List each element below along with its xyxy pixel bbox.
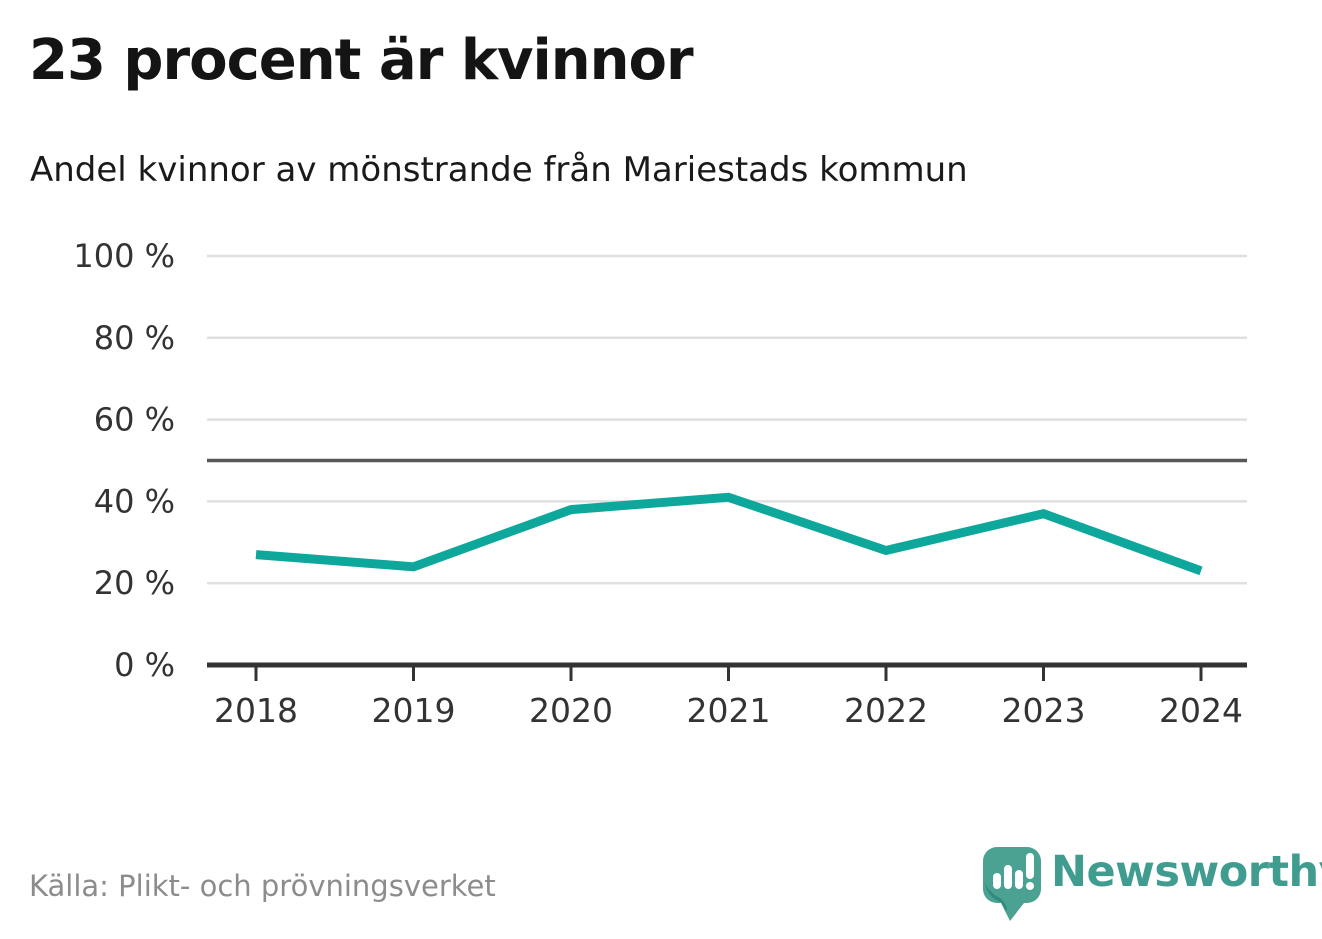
y-tick-label: 20 % (94, 564, 175, 602)
x-tick-label: 2024 (1159, 691, 1243, 730)
chart-title: 23 procent är kvinnor (29, 28, 694, 93)
chart-subtitle: Andel kvinnor av mönstrande från Mariest… (30, 150, 968, 190)
brand-wordmark: Newsworthy (1051, 847, 1322, 897)
logo-bar-medium (1015, 870, 1023, 889)
brand-block: Newsworthy (980, 840, 1322, 930)
x-tick-label: 2018 (214, 691, 298, 730)
newsworthy-logo-icon (983, 847, 1041, 921)
logo-bubble-shadow (985, 882, 1007, 911)
logo-exclamation-bar (1026, 853, 1034, 879)
x-tick-label: 2022 (844, 691, 928, 730)
x-tick-label: 2019 (372, 691, 456, 730)
y-tick-label: 0 % (114, 646, 175, 684)
x-tick-label: 2023 (1002, 691, 1086, 730)
y-tick-label: 80 % (94, 319, 175, 357)
y-tick-label: 40 % (94, 482, 175, 520)
logo-bar-small (993, 873, 1001, 889)
logo-exclamation-dot (1026, 882, 1034, 890)
logo-bar-tall (1004, 865, 1012, 889)
y-tick-label: 60 % (94, 401, 175, 439)
source-note: Källa: Plikt- och prövningsverket (29, 869, 496, 903)
x-tick-label: 2020 (529, 691, 613, 730)
y-tick-label: 100 % (73, 237, 175, 275)
data-line (255, 492, 1203, 576)
x-tick-label: 2021 (687, 691, 771, 730)
